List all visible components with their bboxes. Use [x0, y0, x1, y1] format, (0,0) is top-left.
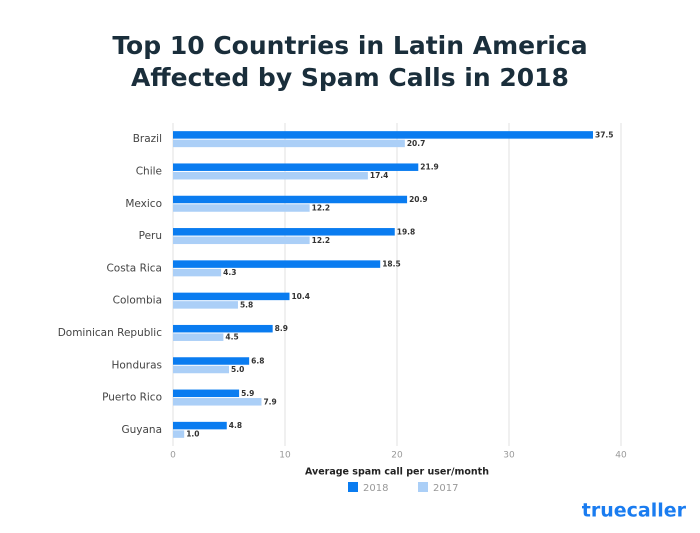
logo: truecaller: [582, 500, 687, 522]
value-label: 8.9: [275, 324, 288, 333]
value-label: 19.8: [397, 227, 416, 236]
legend-swatch: [418, 482, 428, 492]
bar: [173, 389, 240, 398]
value-label: 12.2: [312, 204, 331, 213]
value-label: 4.8: [229, 421, 242, 430]
bar: [173, 131, 593, 139]
value-label: 6.8: [251, 357, 264, 366]
x-tick-label: 30: [503, 451, 515, 461]
x-axis-label: Average spam call per user/month: [305, 467, 489, 478]
bar: [173, 324, 273, 333]
x-tick-label: 10: [279, 451, 291, 461]
value-label: 12.2: [312, 236, 331, 245]
x-tick-label: 20: [391, 451, 403, 461]
value-label: 5.0: [231, 365, 244, 374]
y-tick-label: Dominican Republic: [58, 327, 163, 339]
bar: [173, 163, 419, 171]
chart-title: Top 10 Countries in Latin America: [112, 31, 587, 60]
bar: [173, 268, 222, 277]
y-tick-label: Honduras: [111, 359, 162, 371]
bar: [173, 333, 224, 341]
y-tick-label: Guyana: [121, 424, 162, 436]
bar: [173, 236, 310, 245]
value-label: 20.9: [409, 195, 428, 204]
y-tick-label: Mexico: [125, 198, 162, 210]
legend-swatch: [348, 482, 358, 492]
bar: [173, 421, 227, 430]
y-tick-label: Puerto Rico: [102, 392, 162, 404]
value-label: 4.3: [223, 268, 236, 277]
y-tick-label: Costa Rica: [106, 262, 162, 274]
value-label: 5.9: [241, 389, 254, 398]
legend-label: 2018: [363, 483, 388, 494]
bar: [173, 301, 238, 309]
value-label: 17.4: [370, 171, 389, 180]
bar: [173, 430, 185, 438]
bar: [173, 260, 381, 268]
bar: [173, 139, 405, 148]
chart-title: Affected by Spam Calls in 2018: [131, 63, 569, 92]
x-tick-label: 0: [170, 451, 176, 461]
value-label: 20.7: [407, 139, 426, 148]
bar: [173, 195, 408, 204]
bar: [173, 292, 290, 301]
bar: [173, 171, 368, 180]
value-label: 10.4: [291, 292, 310, 301]
y-tick-label: Brazil: [133, 133, 162, 145]
bar: [173, 357, 250, 365]
value-label: 21.9: [420, 163, 439, 172]
bar: [173, 398, 262, 406]
value-label: 4.5: [225, 333, 238, 342]
y-tick-label: Chile: [136, 165, 162, 177]
value-label: 1.0: [186, 430, 199, 439]
bar: [173, 228, 395, 236]
y-tick-label: Peru: [139, 230, 162, 242]
value-label: 7.9: [263, 397, 276, 406]
value-label: 18.5: [382, 260, 401, 269]
bar: [173, 204, 310, 212]
y-tick-label: Colombia: [113, 295, 162, 307]
value-label: 5.8: [240, 300, 253, 309]
value-label: 37.5: [595, 130, 614, 139]
legend-label: 2017: [433, 483, 458, 494]
bar: [173, 365, 229, 374]
x-tick-label: 40: [615, 451, 627, 461]
